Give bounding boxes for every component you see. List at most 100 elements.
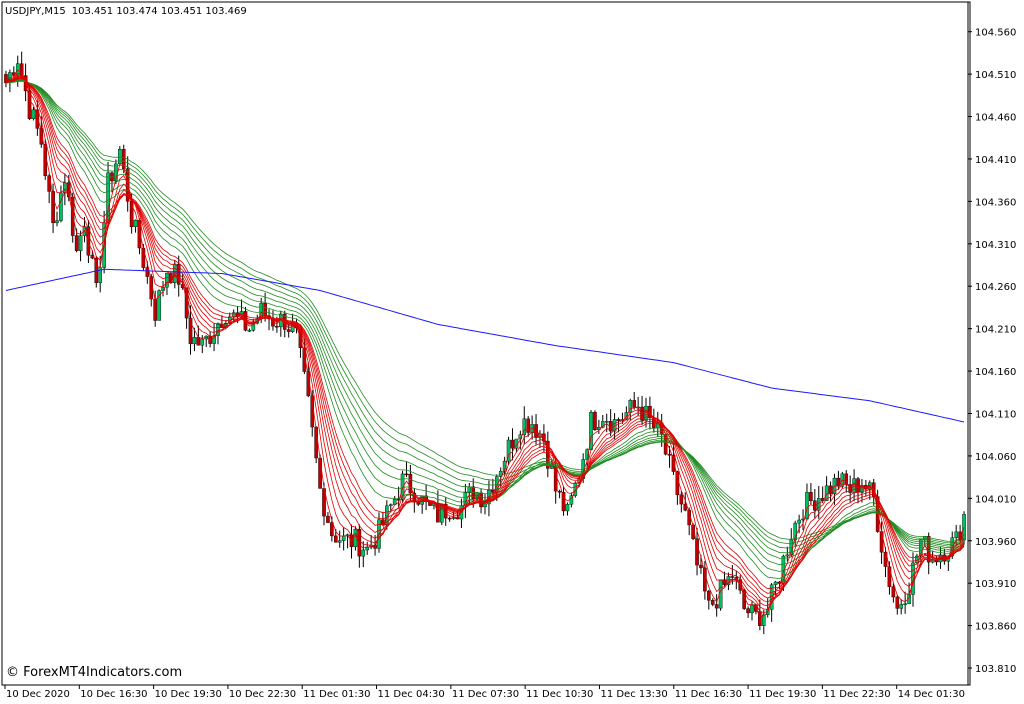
candle-body [600,421,605,428]
price-tick-label: 104.310 [975,240,1016,251]
time-tick-label: 11 Dec 10:30 [526,689,593,700]
candle-body [388,504,393,507]
candle-body [526,418,530,433]
candle-body [761,614,766,626]
candle-body [695,538,699,566]
candle-body [337,540,342,543]
candle-body [55,220,59,224]
chart-title: USDJPY,M15 103.451 103.474 103.451 103.46… [5,6,247,17]
candle-body [27,90,32,119]
candle-body [632,400,637,408]
candle-body [471,486,476,500]
candle-body [392,498,397,505]
candle-body [326,515,330,523]
candle-body [683,503,688,511]
candle-body [667,453,672,456]
candle-body [679,494,684,505]
candle-body [593,412,597,430]
price-tick-label: 104.410 [975,155,1016,166]
price-tick-label: 104.560 [975,28,1016,39]
price-tick-label: 104.060 [975,452,1016,463]
candle-body [549,466,554,469]
candle-body [200,338,205,346]
time-tick-label: 11 Dec 22:30 [823,689,890,700]
long-ma-path [5,268,965,423]
candle-body [793,522,797,541]
candle-body [707,590,711,601]
price-tick-label: 103.910 [975,579,1016,590]
candle-body [86,226,91,256]
watermark: © ForexMT4Indicators.com [6,665,182,680]
candle-body [141,247,146,268]
candle-body [318,457,322,489]
candle-body [883,551,888,567]
candle-body [78,235,83,251]
symbol-label: USDJPY,M15 [5,6,66,17]
ohlc-label: 103.451 103.474 103.451 103.469 [72,6,247,17]
candle-body [129,201,134,227]
candle-body [133,219,138,227]
candle-body [797,519,801,524]
candle-body [196,337,201,346]
candle-body [805,492,809,520]
candle-body [710,600,715,605]
candle-body [361,549,366,557]
candle-body [895,596,900,609]
candle-body [699,564,703,569]
price-axis: 104.560 104.510 104.460 104.410 104.360 104.3… [967,2,1016,685]
candle-body [703,567,707,592]
price-tick-label: 104.210 [975,325,1016,336]
candle-body [746,608,750,614]
candle-body [153,298,157,321]
time-tick-label: 11 Dec 01:30 [303,689,370,700]
time-tick-label: 10 Dec 22:30 [229,689,296,700]
price-tick-label: 104.110 [975,409,1016,420]
slow-ma-line [5,80,965,559]
candle-body [231,312,236,317]
candle-body [63,182,67,194]
time-tick-label: 11 Dec 13:30 [600,689,667,700]
candle-body [74,235,79,251]
price-tick-label: 104.260 [975,282,1016,293]
candle-body [165,272,169,288]
candle-body [722,579,727,585]
candle-body [341,535,346,541]
candle-body [192,337,197,345]
candle-body [557,490,562,493]
candle-body [184,287,189,319]
candle-body [4,74,8,84]
candle-body [530,424,534,433]
candle-body [121,148,126,169]
price-tick-label: 104.160 [975,367,1016,378]
candle-body [891,586,896,598]
time-axis: 10 Dec 2020 10 Dec 16:30 10 Dec 19:30 10 De… [4,685,965,700]
candle-body [212,335,216,344]
candle-body [51,191,55,224]
candle-body [824,485,829,501]
candle-body [887,566,892,587]
time-tick-label: 11 Dec 04:30 [378,689,445,700]
candle-body [118,148,122,165]
candle-body [828,485,833,495]
candle-body [903,603,907,605]
price-tick-label: 104.510 [975,70,1016,81]
price-tick-label: 104.360 [975,197,1016,208]
slow-ma-line [5,80,965,554]
candle-body [247,330,252,332]
candle-body [275,325,279,328]
candle-body [675,471,680,496]
candle-body [899,604,904,609]
candle-body [604,421,609,423]
candle-body [801,518,805,521]
candle-body [333,535,338,543]
candle-body [785,554,790,557]
candle-body [671,455,676,472]
candle-body [561,492,566,512]
candle-body [98,267,102,283]
price-tick-label: 103.810 [975,664,1016,675]
candle-body [714,604,719,609]
time-tick-label: 10 Dec 2020 [6,689,70,700]
candle-body [408,473,413,494]
fast-ma-line [5,78,965,590]
